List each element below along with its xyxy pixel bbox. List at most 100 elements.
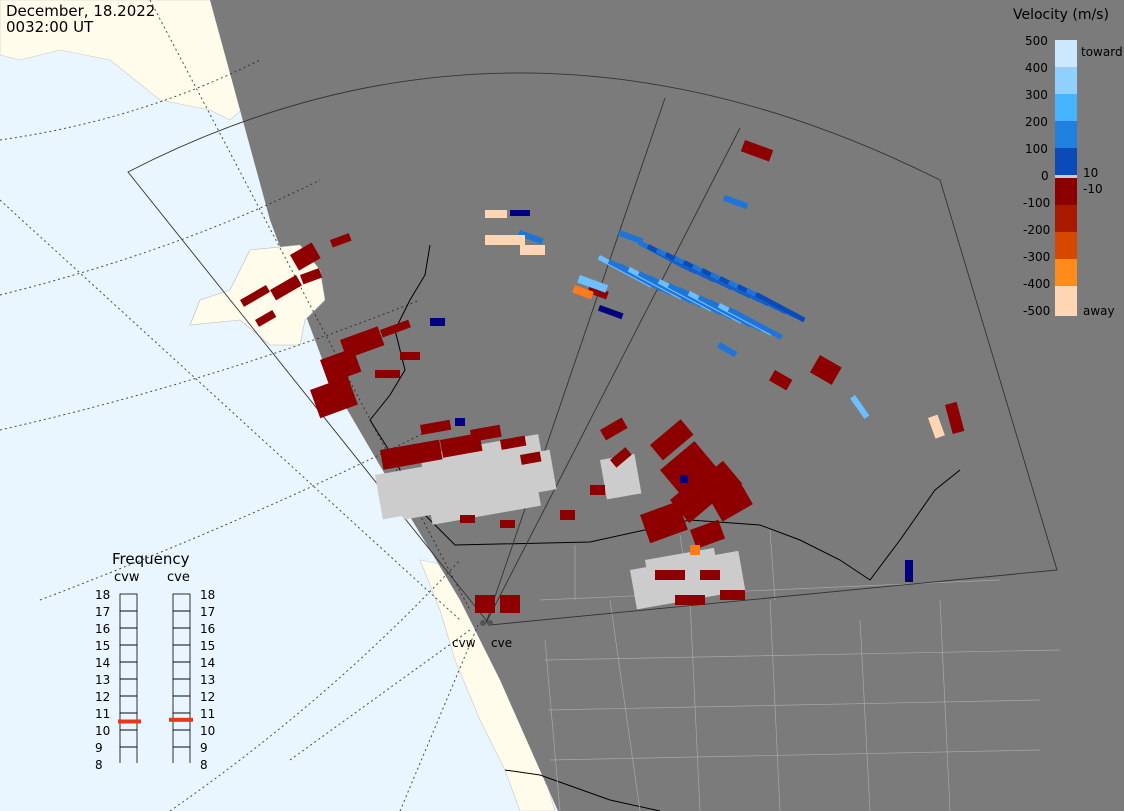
- frequency-indicator-cve: [169, 717, 193, 722]
- frequency-cell: [172, 678, 191, 697]
- frequency-level-label: 11: [95, 707, 111, 721]
- frequency-cell: [172, 695, 191, 714]
- scatter-cell: [500, 520, 515, 528]
- scatter-cell: [340, 326, 385, 359]
- scatter-cell: [500, 595, 520, 613]
- frequency-cell: [172, 729, 191, 748]
- legend-tick-500: 500: [1025, 34, 1048, 48]
- frequency-level-label: 9: [200, 741, 208, 755]
- frequency-cell: [119, 627, 138, 646]
- night-terminator-region: [210, 0, 1124, 811]
- scatter-cell: [720, 590, 745, 600]
- legend-tick-400: 400: [1025, 61, 1048, 75]
- scatter-cell: [590, 485, 605, 495]
- frequency-level-label: 17: [200, 605, 216, 619]
- frequency-level-label: 10: [200, 724, 216, 738]
- frequency-gauges: [118, 593, 193, 763]
- frequency-level-label: 15: [200, 639, 216, 653]
- frequency-cell: [172, 593, 191, 612]
- scatter-cell: [290, 242, 321, 271]
- legend-tick-neg500: -500: [1023, 304, 1051, 318]
- legend-title: Velocity (m/s): [1013, 7, 1109, 23]
- scatter-cell: [690, 545, 700, 555]
- scatter-cell: [380, 319, 411, 338]
- scatter-cell: [400, 352, 420, 360]
- frequency-level-label: 17: [95, 605, 111, 619]
- scatter-cell: [600, 453, 642, 500]
- scatter-cell: [680, 475, 688, 483]
- frequency-cell: [119, 644, 138, 663]
- scatter-cell: [420, 419, 452, 435]
- scatter-cell: [379, 439, 443, 470]
- colorbar-segment-6: [1055, 175, 1077, 178]
- frequency-cell: [119, 661, 138, 680]
- scatter-cell: [330, 233, 352, 248]
- frequency-gauge-boxes: [118, 593, 193, 763]
- frequency-level-label: 14: [95, 656, 111, 670]
- colorbar-segment-9: [1055, 232, 1077, 259]
- scatter-cell: [475, 595, 495, 613]
- scatter-cell: [660, 441, 721, 501]
- scatter-cell: [740, 140, 774, 162]
- scatter-cell: [577, 275, 609, 293]
- scatter-cell: [400, 484, 493, 520]
- colorbar-segment-7: [1055, 178, 1077, 205]
- frequency-cell: [172, 610, 191, 629]
- frequency-level-label: 18: [95, 588, 111, 602]
- legend-tick-200: 200: [1025, 115, 1048, 129]
- frequency-indicator-cvw: [118, 719, 141, 724]
- scatter-cell: [727, 307, 783, 340]
- scatter-cell: [460, 515, 475, 523]
- scatter-cell: [710, 482, 753, 522]
- scatter-cell: [850, 394, 870, 419]
- colorbar-segment-4: [1055, 121, 1077, 148]
- frequency-level-label: 18: [200, 588, 216, 602]
- legend-tick-100: 100: [1025, 142, 1048, 156]
- scatter-cell: [769, 369, 793, 391]
- frequency-level-label: 9: [95, 741, 103, 755]
- scatter-cell: [269, 275, 302, 301]
- field-of-view-outlines: [127, 72, 1058, 626]
- scatter-cell: [905, 560, 913, 582]
- legend-tick-0: 0: [1041, 169, 1049, 183]
- scatter-cell: [430, 318, 445, 326]
- frequency-cell: [172, 661, 191, 680]
- scatter-cell: [560, 510, 575, 520]
- frequency-cell: [119, 746, 138, 763]
- frequency-level-label: 12: [200, 690, 216, 704]
- scatter-cell: [300, 268, 323, 285]
- site-label-cvw: cvw: [452, 636, 476, 650]
- scatter-cell: [469, 424, 502, 442]
- frequency-level-label: 13: [95, 673, 111, 687]
- scatter-cell: [675, 595, 705, 605]
- frequency-level-label: 13: [200, 673, 216, 687]
- frequency-level-label: 8: [95, 758, 103, 772]
- colorbar-segment-5: [1055, 148, 1077, 175]
- scatter-cell: [617, 230, 644, 245]
- scatter-cell: [690, 519, 726, 549]
- scatter-cell: [600, 417, 628, 441]
- scatter-cell: [610, 447, 632, 468]
- radar-site-cvw: [480, 620, 486, 626]
- colorbar-segment-11: [1055, 286, 1077, 316]
- scatter-cell: [722, 195, 749, 210]
- colorbar-segment-8: [1055, 205, 1077, 232]
- scatter-cell: [455, 418, 465, 426]
- frequency-level-label: 15: [95, 639, 111, 653]
- scatter-cell: [520, 451, 542, 465]
- frequency-cell: [119, 593, 138, 612]
- frequency-cell: [172, 746, 191, 763]
- scatter-cell: [700, 570, 720, 580]
- scatter-cell: [655, 570, 685, 580]
- scatter-cell: [717, 342, 738, 358]
- scatter-cell: [639, 501, 688, 544]
- scatter-cell: [375, 370, 400, 378]
- scatter-cell: [420, 434, 545, 490]
- scatter-cell: [485, 210, 507, 218]
- frequency-title: Frequency: [112, 550, 190, 568]
- site-label-cve: cve: [491, 636, 513, 650]
- frequency-cell: [119, 678, 138, 697]
- colorbar-segment-1: [1055, 40, 1077, 67]
- scatter-cell: [945, 401, 965, 434]
